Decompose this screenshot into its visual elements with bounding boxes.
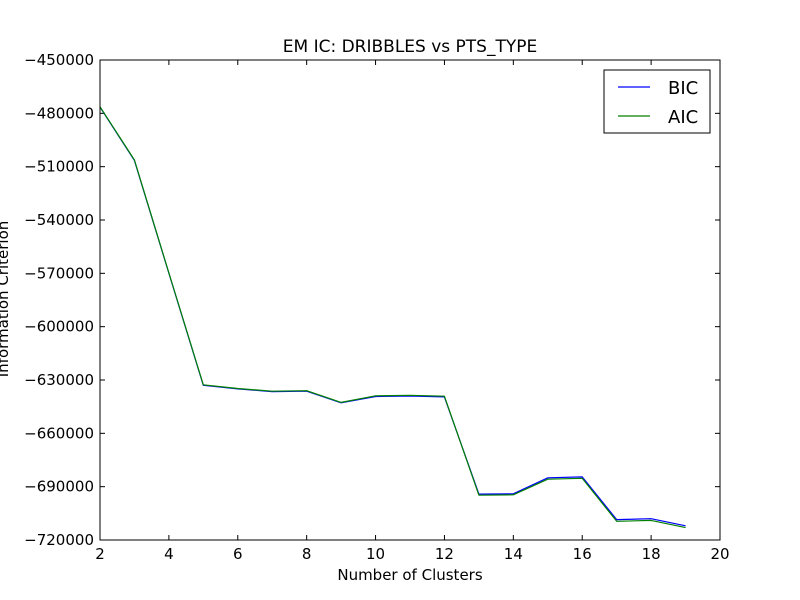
y-tick-label: −540000: [24, 211, 94, 229]
x-tick-label: 20: [710, 545, 729, 563]
x-tick-label: 8: [302, 545, 312, 563]
x-tick-label: 4: [164, 545, 174, 563]
axis-ticks: 2 4 6 8 10 12 14 16 18 20 −450000 −480000 −510000 −54…: [24, 51, 729, 563]
y-tick-label: −630000: [24, 371, 94, 389]
x-tick-label: 16: [573, 545, 592, 563]
x-tick-label: 14: [504, 545, 523, 563]
x-axis-label: Number of Clusters: [337, 566, 482, 584]
y-tick-label: −450000: [24, 51, 94, 69]
legend-box: [603, 69, 711, 134]
y-tick-label: −570000: [24, 264, 94, 282]
y-tick-label: −690000: [24, 478, 94, 496]
legend-label-bic: BIC: [668, 78, 698, 99]
y-tick-label: −480000: [24, 104, 94, 122]
x-tick-label: 12: [435, 545, 454, 563]
x-tick-label: 18: [642, 545, 661, 563]
y-tick-label: −600000: [24, 318, 94, 336]
y-tick-label: −660000: [24, 424, 94, 442]
x-tick-label: 2: [95, 545, 105, 563]
x-tick-label: 6: [233, 545, 243, 563]
data-series: [99, 106, 686, 529]
y-tick-label: −510000: [24, 158, 94, 176]
x-tick-label: 10: [366, 545, 385, 563]
y-tick-label: −720000: [24, 531, 94, 549]
legend-label-aic: AIC: [668, 107, 698, 128]
legend: BIC AIC: [603, 69, 711, 134]
plot-frame: [99, 59, 721, 541]
series-line-aic: [99, 106, 686, 529]
y-axis-label: Information Criterion: [0, 221, 12, 378]
chart-title: EM IC: DRIBBLES vs PTS_TYPE: [283, 37, 538, 57]
